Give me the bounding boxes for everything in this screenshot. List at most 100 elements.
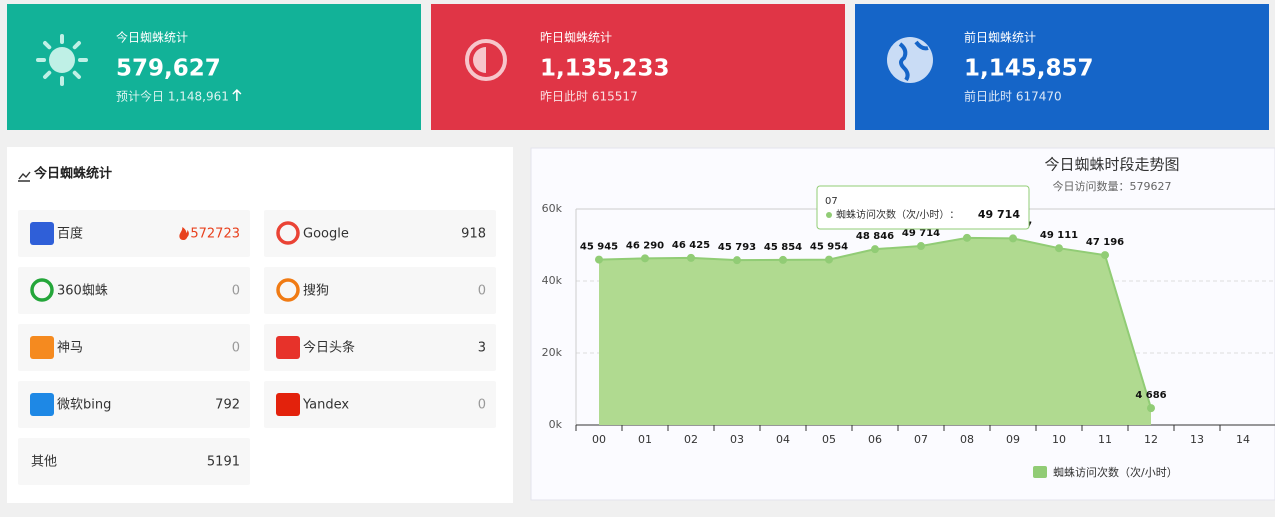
card-note: 预计今日 1,148,961	[116, 89, 229, 104]
card-value: 1,145,857	[964, 56, 1094, 82]
item-count: 3	[478, 341, 486, 356]
card-value: 1,135,233	[540, 56, 670, 82]
item-icon	[30, 393, 54, 416]
tooltip-value: 49 714	[978, 208, 1020, 221]
card-icon-ray	[43, 41, 52, 50]
card-note: 前日此时 617470	[964, 89, 1062, 104]
x-tick-label: 04	[776, 433, 790, 446]
card-icon-ray	[72, 41, 81, 50]
x-tick-label: 05	[822, 433, 836, 446]
point	[1101, 251, 1109, 260]
spider-item	[18, 210, 250, 257]
x-tick-label: 03	[730, 433, 744, 446]
point	[733, 256, 741, 265]
panel-icon	[18, 171, 31, 182]
item-count: 0	[478, 284, 486, 299]
item-name: 其他	[31, 455, 57, 470]
item-count: 0	[232, 341, 240, 356]
item-name: Google	[303, 227, 349, 242]
data-label: 49 111	[1040, 230, 1078, 241]
tooltip-series: 蜘蛛访问次数（次/小时）	[836, 208, 949, 221]
y-tick-label: 60k	[542, 202, 563, 215]
data-label: 46 425	[672, 240, 710, 251]
spider-item	[18, 438, 250, 485]
item-icon	[276, 278, 300, 302]
item-count: 0	[478, 398, 486, 413]
chart-title: 今日蜘蛛时段走势图	[1044, 156, 1179, 174]
data-label: 45 854	[764, 242, 802, 253]
x-tick-label: 13	[1190, 433, 1204, 446]
item-name: 今日头条	[303, 340, 355, 356]
card-title: 前日蜘蛛统计	[964, 30, 1036, 45]
item-name: 微软bing	[57, 398, 111, 413]
item-icon	[30, 278, 54, 302]
item-count: 792	[215, 398, 240, 413]
y-tick-label: 20k	[542, 346, 563, 359]
item-icon	[276, 221, 300, 245]
data-label: 48 846	[856, 231, 894, 242]
tooltip-dot	[826, 212, 832, 218]
point	[1009, 234, 1017, 243]
item-count: 572723	[190, 227, 240, 242]
data-label: 46 290	[626, 240, 664, 251]
y-tick-label: 0k	[549, 418, 563, 431]
spider-item	[18, 267, 250, 314]
item-count: 918	[461, 227, 486, 242]
card-icon-half	[473, 47, 486, 73]
spider-item	[18, 324, 250, 371]
x-tick-label: 00	[592, 433, 606, 446]
spider-item	[264, 267, 496, 314]
card-title: 昨日蜘蛛统计	[540, 30, 612, 45]
card-value: 579,627	[116, 56, 221, 82]
card-icon-land	[898, 40, 929, 82]
point	[641, 254, 649, 263]
card-icon	[465, 39, 507, 81]
tooltip-category: 07	[825, 196, 838, 207]
card-icon	[49, 47, 75, 73]
item-icon	[276, 393, 300, 416]
x-tick-label: 08	[960, 433, 974, 446]
item-count: 5191	[207, 455, 240, 470]
card-icon-ray	[72, 70, 81, 79]
point	[687, 253, 695, 262]
stat-card	[431, 4, 845, 130]
x-tick-label: 09	[1006, 433, 1020, 446]
point	[917, 242, 925, 251]
item-count: 0	[232, 284, 240, 299]
x-tick-label: 07	[914, 433, 928, 446]
tooltip	[816, 185, 1030, 230]
item-name: 360蜘蛛	[57, 284, 108, 299]
data-label: 49 714	[902, 228, 940, 239]
card-icon-ray	[43, 70, 52, 79]
point	[779, 255, 787, 264]
spider-item	[264, 381, 496, 428]
data-label: 45 945	[580, 242, 618, 253]
data-label: 45 954	[810, 242, 848, 253]
point	[963, 233, 971, 242]
x-tick-label: 11	[1098, 433, 1112, 446]
item-name: Yandex	[302, 398, 349, 413]
item-icon	[30, 222, 54, 245]
legend-label: 蜘蛛访问次数（次/小时）	[1053, 465, 1178, 479]
legend-swatch	[1033, 466, 1047, 478]
point	[595, 255, 603, 264]
x-tick-label: 14	[1236, 433, 1250, 446]
point	[1147, 404, 1155, 413]
data-label: 4 686	[1135, 390, 1166, 401]
data-label: 47 196	[1086, 237, 1124, 248]
item-name: 神马	[57, 341, 83, 356]
data-label: 45 793	[718, 242, 756, 253]
panel-title: 今日蜘蛛统计	[33, 166, 112, 182]
card-note: 昨日此时 615517	[540, 90, 638, 104]
trend-arrow	[232, 88, 242, 101]
fire-icon	[179, 227, 189, 240]
x-tick-label: 02	[684, 433, 698, 446]
spider-item	[264, 210, 496, 257]
item-name: 搜狗	[303, 284, 329, 299]
item-name: 百度	[57, 226, 83, 242]
chart-subtitle: 今日访问数量：579627	[1053, 179, 1172, 193]
x-tick-label: 12	[1144, 433, 1158, 446]
x-tick-label: 10	[1052, 433, 1066, 446]
stat-card	[7, 4, 421, 130]
